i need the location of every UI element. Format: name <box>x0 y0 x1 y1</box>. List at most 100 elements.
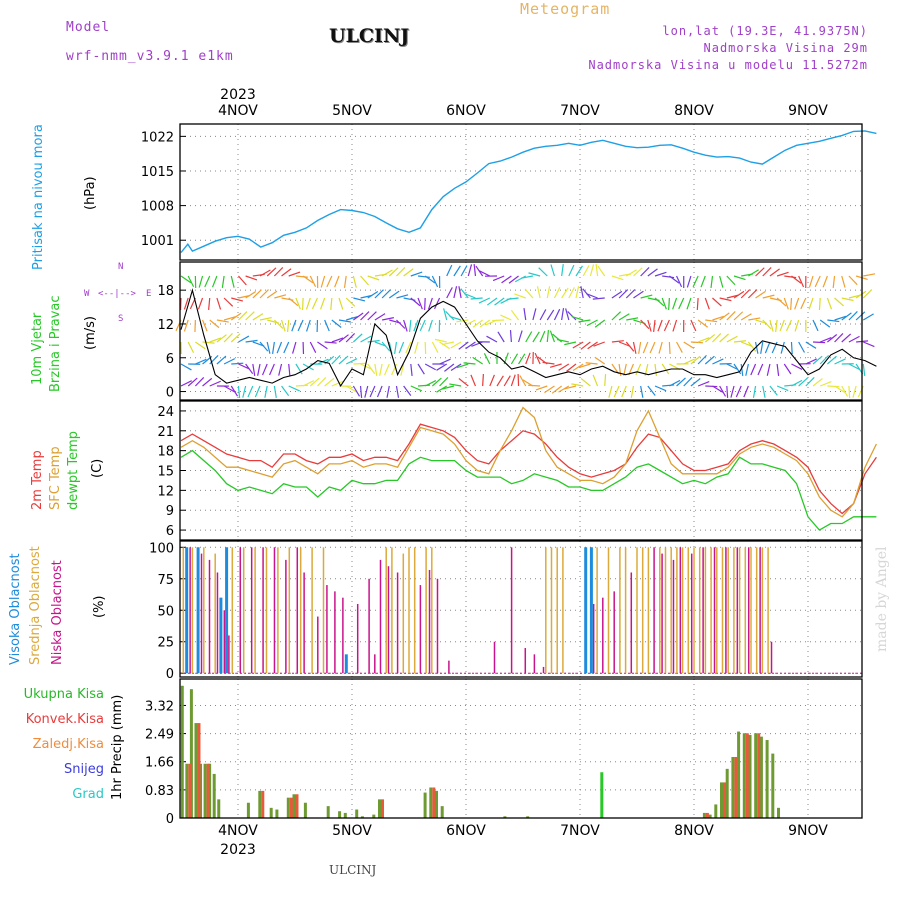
wind-arrow <box>618 313 630 321</box>
y-tick-label: 2.49 <box>145 728 174 743</box>
precip-bar <box>702 812 706 818</box>
wind-arrow <box>633 290 644 299</box>
wind-arrow <box>592 374 599 387</box>
wind-arrow <box>812 319 819 332</box>
wind-arrow <box>678 297 685 310</box>
wind-arrow <box>690 355 701 365</box>
y-tick-label: 0 <box>166 667 174 682</box>
wind-arrow <box>514 275 527 283</box>
wind-arrow <box>571 383 584 387</box>
panel-4-frame <box>179 678 863 819</box>
wind-arrow <box>826 355 837 365</box>
wind-arrow <box>712 358 724 365</box>
precip-bar <box>258 790 262 818</box>
wind-arrow <box>230 333 241 343</box>
wind-arrow <box>257 363 261 376</box>
wind-arrow <box>595 264 599 277</box>
wind-arrow <box>740 363 744 376</box>
wind-arrow <box>509 329 512 343</box>
wind-arrow <box>187 341 195 354</box>
wind-arrow <box>686 275 692 288</box>
wind-arrow <box>776 297 787 307</box>
wind-arrow <box>223 358 236 365</box>
wind-arrow <box>223 385 235 393</box>
y-tick-label: 0 <box>166 812 174 827</box>
wind-arrow <box>297 319 304 332</box>
wind-arrow <box>209 337 222 343</box>
wind-arrow <box>683 358 695 365</box>
wind-arrow <box>395 385 400 398</box>
wind-arrow <box>238 275 247 286</box>
wind-compass: N W <--|--> E S <box>84 262 156 324</box>
wind-arrow <box>654 385 667 392</box>
wind-arrow <box>523 308 527 321</box>
wind-arrow <box>338 319 351 323</box>
precip-bar <box>526 816 530 818</box>
precip-bar <box>355 809 359 818</box>
wind-arrow <box>683 376 693 387</box>
wind-arrow <box>814 275 821 288</box>
wind-arrow <box>443 308 448 321</box>
wind-arrow <box>535 385 548 391</box>
precip-bar <box>723 782 726 818</box>
wind-arrow <box>302 380 315 387</box>
wind-arrow <box>345 385 357 393</box>
wind-arrow <box>719 275 724 288</box>
wind-arrow <box>712 332 722 343</box>
wind-arrow <box>611 275 624 281</box>
wind-arrow <box>748 269 759 277</box>
wind-arrow <box>608 385 613 398</box>
wind-arrow <box>247 385 254 398</box>
wind-arrow <box>549 363 562 368</box>
wind-arrow <box>230 312 242 321</box>
wind-arrow <box>209 354 219 365</box>
precip-bar <box>705 812 709 818</box>
wind-arrow <box>346 316 358 321</box>
wind-arrow <box>446 287 453 299</box>
wind-arrow <box>324 319 330 332</box>
wind-arrow <box>669 275 680 284</box>
wind-arrow <box>442 385 455 390</box>
wind-arrow <box>424 297 426 311</box>
wind-arrow <box>453 265 461 277</box>
wind-arrow <box>640 319 650 330</box>
wind-arrow <box>597 265 606 277</box>
precip-bar <box>720 782 723 818</box>
wind-arrow <box>762 267 772 277</box>
wind-arrow <box>775 319 778 332</box>
wind-arrow <box>798 377 808 387</box>
wind-arrow <box>818 297 821 311</box>
wind-arrow <box>794 319 800 332</box>
wind-arrow <box>472 319 484 328</box>
bottom-x-tick-label: 5NOV <box>332 823 372 839</box>
y-tick-label: 6 <box>166 352 174 367</box>
precip-bar <box>748 734 752 818</box>
wind-arrow <box>384 363 390 376</box>
wind-arrow <box>198 275 204 288</box>
wind-arrow <box>478 270 491 277</box>
wind-arrow <box>238 311 248 321</box>
wind-arrow <box>195 341 206 350</box>
wind-arrow <box>417 297 423 310</box>
wind-arrow <box>449 383 462 387</box>
wind-arrow <box>834 297 844 307</box>
wind-arrow <box>564 385 577 390</box>
wind-arrow <box>640 294 653 299</box>
top-x-tick-label: 6NOV <box>446 103 486 119</box>
wind-arrow <box>625 269 637 277</box>
panel-3-frame <box>179 540 863 678</box>
wind-arrow <box>654 363 658 376</box>
wind-arrow <box>640 267 650 277</box>
wind-arrow <box>791 379 803 387</box>
wind-arrow <box>396 267 406 277</box>
wind-arrow <box>826 297 833 310</box>
wind-arrow <box>690 319 697 332</box>
wind-arrow <box>367 339 380 343</box>
wind-arrow <box>463 362 476 365</box>
wind-arrow <box>649 341 656 354</box>
compass-e: E <box>146 289 152 299</box>
temp-line-2 <box>180 449 877 531</box>
wind-arrow <box>388 267 399 277</box>
legend-konvek-kisa: Konvek.Kisa <box>25 712 104 727</box>
